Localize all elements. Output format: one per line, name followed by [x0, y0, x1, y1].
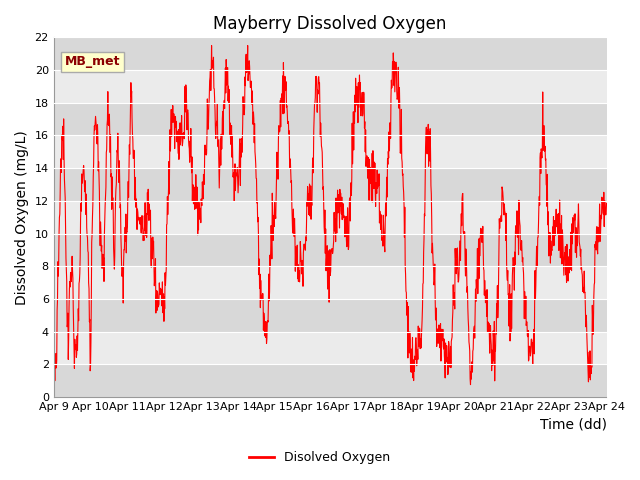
Title: Mayberry Dissolved Oxygen: Mayberry Dissolved Oxygen [213, 15, 447, 33]
Disolved Oxygen [159, 295, 167, 300]
Disolved Oxygen [489, 363, 497, 369]
Y-axis label: Dissolved Oxygen (mg/L): Dissolved Oxygen (mg/L) [15, 130, 29, 304]
Bar [54, 135, 607, 168]
X-axis label: Time (dd): Time (dd) [540, 418, 607, 432]
Disolved Oxygen [467, 382, 474, 387]
Bar [54, 70, 607, 103]
Bar [54, 201, 607, 233]
Bar [54, 299, 607, 332]
Disolved Oxygen [417, 346, 424, 351]
Disolved Oxygen [538, 153, 545, 158]
Bar [54, 364, 607, 397]
Bar [54, 168, 607, 201]
Disolved Oxygen [173, 133, 180, 139]
Text: MB_met: MB_met [65, 55, 120, 68]
Bar [54, 103, 607, 135]
Disolved Oxygen [50, 360, 58, 365]
Legend: Disolved Oxygen: Disolved Oxygen [244, 446, 396, 469]
Disolved Oxygen [603, 201, 611, 206]
Line: Disolved Oxygen: Disolved Oxygen [54, 46, 607, 384]
Bar [54, 266, 607, 299]
Bar [54, 233, 607, 266]
Bar [54, 37, 607, 70]
Bar [54, 332, 607, 364]
Disolved Oxygen [235, 172, 243, 178]
Disolved Oxygen [208, 43, 216, 48]
